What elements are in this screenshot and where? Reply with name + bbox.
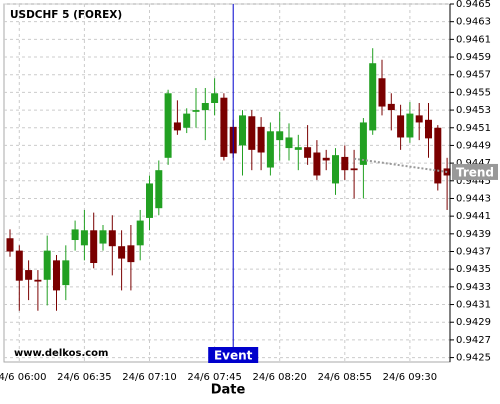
candle-body	[15, 250, 23, 281]
x-tick-label: 24/6 08:20	[252, 372, 306, 383]
plot-area	[3, 3, 451, 363]
candle-body	[341, 156, 349, 171]
candle-body	[313, 152, 321, 176]
event-label: Event	[214, 349, 253, 363]
candle-body	[80, 230, 88, 246]
y-tick-label: 0.9463	[456, 17, 491, 28]
candle-body	[146, 183, 153, 218]
candle-body	[304, 147, 312, 158]
x-tick-label: 24/6 07:45	[187, 372, 241, 383]
candle-body	[183, 113, 191, 128]
candle-body	[369, 63, 377, 131]
candle-body	[164, 93, 172, 158]
y-tick-label: 0.9437	[456, 247, 491, 258]
candle-body	[25, 270, 33, 280]
candle-body	[90, 230, 98, 263]
candle-body	[248, 116, 256, 150]
candle-body	[266, 131, 274, 168]
chart-title: USDCHF 5 (FOREX)	[10, 9, 122, 21]
candle-body	[34, 279, 42, 282]
y-tick-label: 0.9439	[456, 229, 491, 240]
y-tick-label: 0.9447	[456, 158, 491, 169]
x-tick-label: 24/6 08:55	[318, 372, 372, 383]
candle-body	[406, 113, 414, 138]
y-tick-label: 0.9443	[456, 193, 491, 204]
candle-body	[6, 238, 14, 252]
candle-body	[43, 250, 51, 280]
y-tick-label: 0.9457	[456, 70, 491, 81]
x-axis-label: Date	[211, 383, 246, 398]
candle-body	[359, 122, 367, 165]
candle-body	[99, 230, 107, 244]
y-tick-label: 0.9461	[456, 34, 491, 45]
y-tick-label: 0.9453	[456, 105, 491, 116]
y-tick-label: 0.9425	[456, 353, 491, 364]
x-tick-label: 24/6 06:00	[0, 372, 47, 383]
candle-body	[387, 103, 395, 111]
candle-body	[201, 103, 209, 111]
y-tick-label: 0.9429	[456, 317, 491, 328]
event-label-box	[208, 347, 259, 363]
x-tick-label: 24/6 09:30	[383, 372, 437, 383]
candle-body	[257, 126, 265, 153]
candle-body	[434, 127, 442, 184]
x-tick-label: 24/6 07:10	[122, 372, 176, 383]
candle-body	[62, 260, 70, 286]
y-tick-label: 0.9451	[456, 123, 491, 134]
trend-label-box	[452, 163, 498, 180]
candle-body	[378, 78, 386, 107]
y-tick-label: 0.9459	[456, 52, 491, 63]
candle-body	[173, 122, 181, 131]
candle-body	[71, 229, 79, 241]
candle-body	[294, 147, 302, 150]
x-tick-label: 24/6 06:35	[57, 372, 111, 383]
candle-body	[211, 93, 219, 104]
y-tick-label: 0.9449	[456, 140, 491, 151]
candle-body	[127, 245, 135, 263]
candle-body	[220, 97, 228, 157]
y-tick-label: 0.9445	[456, 176, 491, 187]
y-tick-label: 0.9455	[456, 87, 491, 98]
y-tick-label: 0.9433	[456, 282, 491, 293]
y-tick-label: 0.9441	[456, 211, 491, 222]
candle-body	[108, 230, 116, 247]
candle-body	[276, 131, 284, 141]
candle-body	[136, 220, 144, 246]
y-tick-label: 0.9427	[456, 335, 491, 346]
candle-body	[118, 246, 126, 259]
y-tick-label: 0.9435	[456, 264, 491, 275]
candle-body	[285, 137, 293, 149]
candle-body	[53, 260, 60, 291]
watermark: www.delkos.com	[14, 348, 108, 359]
trend-label: Trend	[456, 165, 494, 179]
candle-body	[397, 115, 405, 138]
candle-body	[415, 115, 423, 123]
candle-body	[322, 157, 330, 161]
candle-body	[350, 168, 358, 171]
candle-body	[155, 170, 163, 209]
y-tick-label: 0.9465	[456, 0, 491, 10]
candle-body	[332, 155, 339, 184]
candle-body	[239, 115, 246, 146]
y-tick-label: 0.9431	[456, 300, 491, 311]
candle-body	[425, 119, 432, 139]
candle-body	[192, 110, 200, 112]
